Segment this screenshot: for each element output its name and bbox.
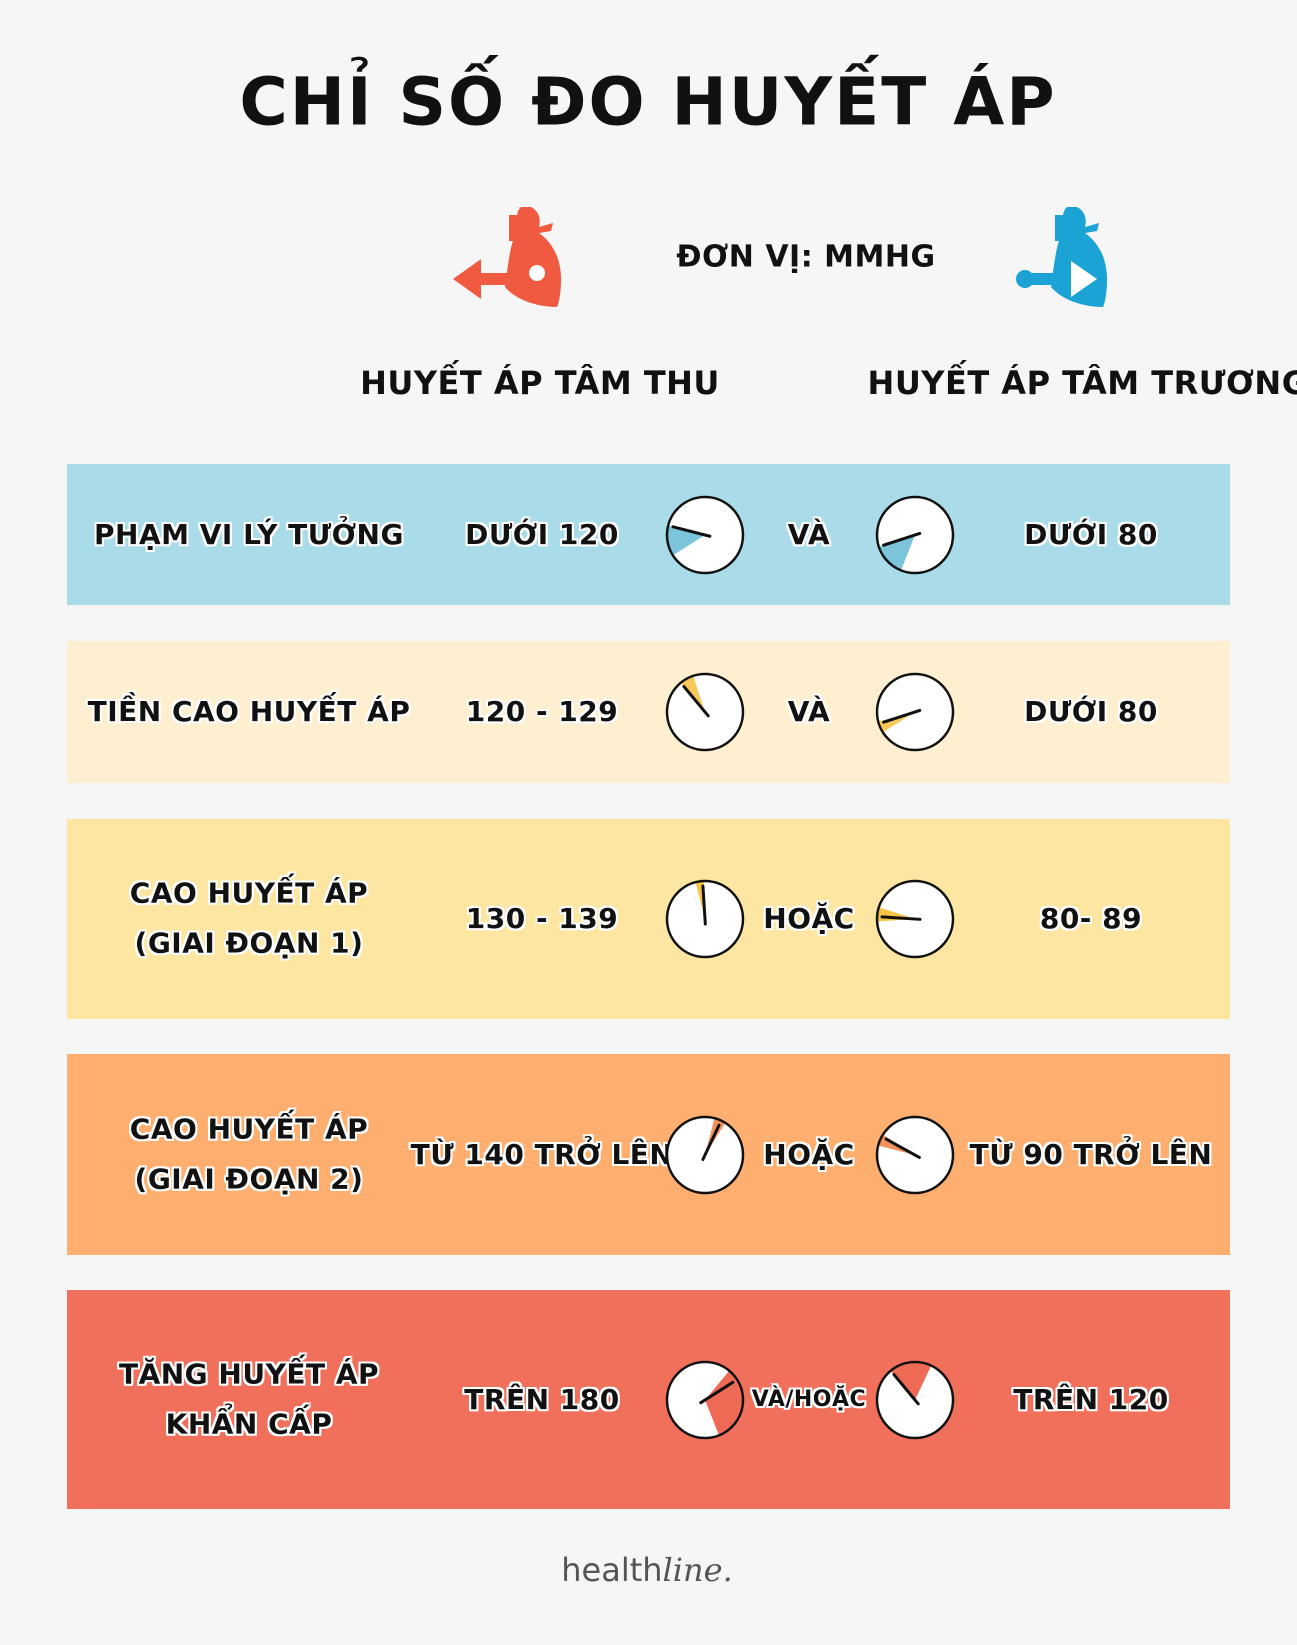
diastolic-value: DƯỚI 80 [1024, 694, 1158, 728]
gauge-needle [884, 1137, 921, 1159]
healthline-logo: healthline. [561, 1551, 732, 1589]
gauge-needle [882, 708, 922, 724]
gauge-needle [892, 1372, 920, 1405]
category-line: TĂNG HUYẾT ÁP [118, 1357, 380, 1391]
diastolic-gauge-icon [875, 1115, 955, 1194]
gauge-needle [880, 915, 922, 921]
gauge-fill [878, 712, 915, 733]
category-line: TIỀN CAO HUYẾT ÁP [87, 694, 411, 728]
column-header-diastolic: HUYẾT ÁP TÂM TRƯƠNG [867, 364, 1297, 402]
category-label: PHẠM VI LÝ TƯỞNG [94, 509, 404, 559]
logo-text: health [561, 1551, 663, 1589]
gauge-needle [882, 531, 922, 547]
diastolic-value: TRÊN 120 [1013, 1382, 1169, 1416]
category-line: KHẨN CẤP [165, 1407, 333, 1441]
systolic-gauge-icon [665, 672, 745, 752]
connector-label: VÀ [787, 517, 831, 551]
connector-label: HOẶC [763, 1137, 855, 1171]
gauge-needle [701, 884, 707, 926]
diastolic-value: TỪ 90 TRỞ LÊN [969, 1137, 1213, 1171]
heart-arrow-out-icon [453, 207, 561, 307]
category-label: TĂNG HUYẾT ÁP KHẨN CẤP [119, 1349, 379, 1450]
column-header-systolic: HUYẾT ÁP TÂM THU [360, 364, 720, 402]
connector-label: VÀ [787, 694, 831, 728]
category-line: PHẠM VI LÝ TƯỞNG [94, 517, 404, 551]
systolic-gauge-icon [665, 495, 745, 574]
category-line: CAO HUYẾT ÁP [129, 1112, 369, 1146]
diastolic-gauge-icon [875, 495, 955, 574]
category-label: CAO HUYẾT ÁP (GIAI ĐOẠN 2) [130, 1104, 368, 1205]
gauge-fill [705, 1370, 743, 1435]
gauge-needle [699, 1380, 735, 1404]
connector-label: VÀ/HOẶC [751, 1386, 867, 1412]
connector-label: HOẶC [763, 901, 855, 935]
diastolic-gauge-icon [875, 1360, 955, 1439]
category-row: PHẠM VI LÝ TƯỞNG DƯỚI 120 VÀ DƯỚI 80 [67, 464, 1230, 605]
gauge-needle [682, 685, 710, 718]
unit-label: ĐƠN VỊ: MMHG [676, 239, 936, 275]
category-label: CAO HUYẾT ÁP (GIAI ĐOẠN 1) [130, 869, 368, 970]
diastolic-gauge-icon [875, 879, 955, 959]
systolic-gauge-icon [665, 879, 745, 959]
gauge-needle [671, 524, 712, 538]
systolic-gauge-icon [665, 1115, 745, 1194]
category-row: CAO HUYẾT ÁP (GIAI ĐOẠN 1) 130 - 139 HOẶC… [67, 819, 1230, 1019]
systolic-value: 120 - 129 [465, 694, 619, 728]
category-row: TIỀN CAO HUYẾT ÁP 120 - 129 VÀ DƯỚI 80 [67, 641, 1230, 783]
diastolic-value: DƯỚI 80 [1024, 517, 1158, 551]
heart-arrow-in-icon [1016, 207, 1107, 307]
category-row: CAO HUYẾT ÁP (GIAI ĐOẠN 2) TỪ 140 TRỞ LÊN… [67, 1054, 1230, 1255]
gauge-fill [890, 1361, 932, 1400]
systolic-value: TRÊN 180 [464, 1382, 620, 1416]
diastolic-gauge-icon [875, 672, 955, 752]
category-line: (GIAI ĐOẠN 2) [134, 1162, 364, 1196]
systolic-value: TỪ 140 TRỞ LÊN [410, 1137, 674, 1171]
category-row: TĂNG HUYẾT ÁP KHẨN CẤP TRÊN 180 VÀ/HOẶC T… [67, 1290, 1230, 1509]
category-label: TIỀN CAO HUYẾT ÁP [88, 687, 411, 737]
category-line: (GIAI ĐOẠN 1) [134, 927, 364, 960]
gauge-needle [701, 1123, 721, 1161]
page-title: CHỈ SỐ ĐO HUYẾT ÁP [239, 63, 1057, 141]
category-line: CAO HUYẾT ÁP [129, 876, 369, 910]
systolic-value: 130 - 139 [465, 901, 619, 935]
systolic-value: DƯỚI 120 [465, 517, 619, 551]
diastolic-value: 80- 89 [1039, 901, 1143, 935]
systolic-gauge-icon [665, 1360, 745, 1439]
logo-text-script: line. [662, 1551, 733, 1589]
